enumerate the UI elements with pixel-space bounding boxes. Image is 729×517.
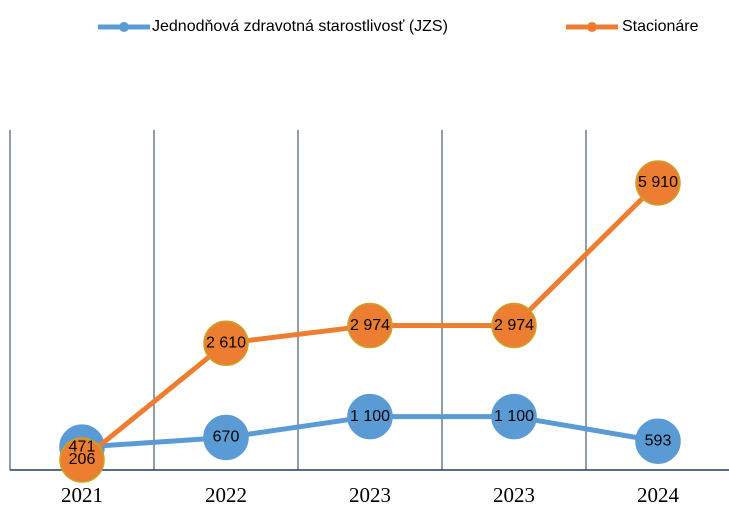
legend-label: Stacionáre xyxy=(622,18,699,35)
x-tick-label: 2024 xyxy=(637,483,680,507)
data-label: 593 xyxy=(645,432,672,449)
data-point xyxy=(347,302,393,349)
x-tick-label: 2022 xyxy=(205,483,247,507)
data-point xyxy=(59,437,105,483)
data-label: 2 610 xyxy=(206,334,246,351)
data-label: 670 xyxy=(213,429,240,446)
data-point xyxy=(203,414,249,461)
data-point xyxy=(203,320,249,366)
data-label: 2 974 xyxy=(350,317,390,334)
x-tick-label: 2023 xyxy=(349,483,391,507)
data-point xyxy=(635,418,681,464)
data-label: 471 xyxy=(69,438,96,455)
legend-marker xyxy=(119,22,129,32)
data-label: 5 910 xyxy=(638,174,678,191)
x-tick-label: 2021 xyxy=(61,483,103,507)
data-point xyxy=(347,393,393,440)
data-point xyxy=(491,302,537,349)
data-label: 2 974 xyxy=(494,317,534,334)
data-point xyxy=(491,393,537,440)
legend-marker xyxy=(587,22,597,32)
legend-label: Jednodňová zdravotná starostlivosť (JZS) xyxy=(152,18,448,35)
data-label: 1 100 xyxy=(350,408,390,425)
data-label: 206 xyxy=(69,451,96,468)
data-label: 1 100 xyxy=(494,408,534,425)
x-tick-label: 2023 xyxy=(493,483,535,507)
data-point xyxy=(635,160,681,206)
